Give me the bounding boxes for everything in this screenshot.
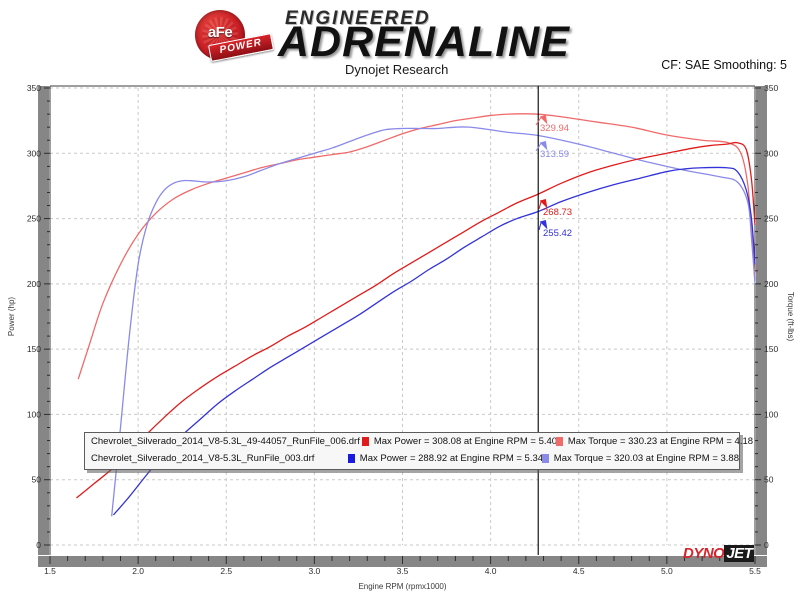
svg-text:268.73: 268.73 <box>543 207 572 218</box>
svg-text:150: 150 <box>27 344 41 354</box>
legend-file-name: Chevrolet_Silverado_2014_V8-5.3L_RunFile… <box>91 453 315 464</box>
engineered-title: ENGINEERED <box>285 8 431 29</box>
svg-text:100: 100 <box>764 409 778 419</box>
svg-text:3.0: 3.0 <box>308 566 320 576</box>
legend-max-power: Max Power = 308.08 at Engine RPM = 5.40 <box>373 436 558 447</box>
svg-text:5.5: 5.5 <box>749 566 761 576</box>
dynojet-watermark-jet: JET <box>724 545 755 562</box>
legend-power-swatch <box>361 437 369 446</box>
legend-torque-swatch <box>541 454 549 463</box>
svg-text:350: 350 <box>27 83 41 93</box>
correction-factor-label: CF: SAE Smoothing: 5 <box>661 58 787 72</box>
svg-text:0: 0 <box>36 540 41 550</box>
svg-text:300: 300 <box>764 148 778 158</box>
svg-text:200: 200 <box>764 279 778 289</box>
svg-text:2.0: 2.0 <box>132 566 144 576</box>
svg-text:300: 300 <box>27 148 41 158</box>
svg-text:100: 100 <box>27 409 41 419</box>
svg-text:250: 250 <box>764 214 778 224</box>
afe-logo-text: aFe <box>207 24 233 41</box>
svg-text:Torque (ft-lbs): Torque (ft-lbs) <box>786 292 795 342</box>
afe-power-logo: aFe POWER <box>193 9 279 62</box>
svg-text:1.5: 1.5 <box>44 566 56 576</box>
data-curves <box>76 113 756 517</box>
svg-text:350: 350 <box>764 83 778 93</box>
legend-max-torque: Max Torque = 330.23 at Engine RPM = 4.18 <box>567 436 754 447</box>
svg-text:250: 250 <box>27 214 41 224</box>
adrenaline-title: ADRENALINE <box>278 18 570 66</box>
dynojet-research-subtitle: Dynojet Research <box>345 62 449 77</box>
svg-text:2.5: 2.5 <box>220 566 232 576</box>
legend-row[interactable]: Chevrolet_Silverado_2014_V8-5.3L_49-4405… <box>85 433 753 450</box>
svg-text:50: 50 <box>764 475 774 485</box>
axis-titles: Engine RPM (rpmx1000) Power (hp) Torque (f… <box>7 292 795 591</box>
svg-text:4.5: 4.5 <box>573 566 585 576</box>
svg-text:329.94: 329.94 <box>540 123 569 134</box>
svg-text:3.5: 3.5 <box>397 566 409 576</box>
legend-row[interactable]: Chevrolet_Silverado_2014_V8-5.3L_RunFile… <box>85 450 739 467</box>
legend-max-torque: Max Torque = 320.03 at Engine RPM = 3.88 <box>553 453 739 464</box>
value-callouts: 329.94 313.59 268.73 255.42 <box>535 115 572 239</box>
svg-text:Engine RPM (rpmx1000): Engine RPM (rpmx1000) <box>358 582 446 591</box>
svg-text:255.42: 255.42 <box>543 228 572 239</box>
svg-text:50: 50 <box>32 475 42 485</box>
svg-text:Power (hp): Power (hp) <box>7 297 16 336</box>
page-header: aFe POWER ENGINEERED ADRENALINE Dynojet … <box>0 0 800 78</box>
svg-text:200: 200 <box>27 279 41 289</box>
dyno-chart: 0 50 100 150 200 250 300 350 0 50 100 150 200 250 300 3… <box>0 78 800 600</box>
dynojet-watermark-dyno: DYNO <box>683 545 725 562</box>
svg-text:313.59: 313.59 <box>540 149 569 160</box>
legend-max-power: Max Power = 288.92 at Engine RPM = 5.34 <box>359 453 544 464</box>
svg-text:5.0: 5.0 <box>661 566 673 576</box>
svg-text:150: 150 <box>764 344 778 354</box>
dynojet-watermark: DYNO JET <box>683 545 755 562</box>
svg-text:4.0: 4.0 <box>485 566 497 576</box>
legend-torque-swatch <box>555 437 563 446</box>
svg-text:0: 0 <box>764 540 769 550</box>
run-legend[interactable]: Chevrolet_Silverado_2014_V8-5.3L_49-4405… <box>84 432 753 470</box>
legend-file-name: Chevrolet_Silverado_2014_V8-5.3L_49-4405… <box>91 436 360 447</box>
axis-ticks: 0 50 100 150 200 250 300 350 0 50 100 150 200 250 300 3… <box>27 83 779 576</box>
legend-power-swatch <box>347 454 355 463</box>
dyno-chart-svg: 0 50 100 150 200 250 300 350 0 50 100 150 200 250 300 3… <box>7 83 795 591</box>
